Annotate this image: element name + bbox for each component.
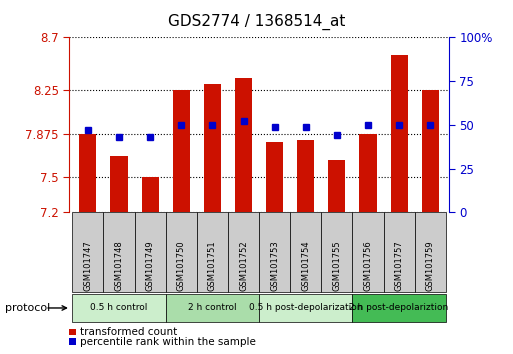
Text: 2 h control: 2 h control bbox=[188, 303, 236, 313]
Text: 0.5 h post-depolarization: 0.5 h post-depolarization bbox=[249, 303, 363, 313]
Text: transformed count: transformed count bbox=[80, 327, 177, 337]
Bar bbox=[266, 142, 283, 212]
Bar bbox=[204, 84, 221, 212]
Bar bbox=[422, 90, 439, 212]
Bar bbox=[297, 140, 314, 212]
Bar bbox=[80, 134, 96, 212]
Text: GSM101752: GSM101752 bbox=[239, 240, 248, 291]
Text: 2 h post-depolariztion: 2 h post-depolariztion bbox=[349, 303, 449, 313]
Text: GSM101751: GSM101751 bbox=[208, 240, 217, 291]
Bar bbox=[360, 134, 377, 212]
Bar bbox=[142, 177, 159, 212]
Text: percentile rank within the sample: percentile rank within the sample bbox=[80, 337, 255, 347]
Bar bbox=[173, 90, 190, 212]
Text: GSM101756: GSM101756 bbox=[364, 240, 372, 291]
Bar bbox=[390, 55, 408, 212]
Text: GSM101747: GSM101747 bbox=[84, 240, 92, 291]
Bar bbox=[328, 160, 345, 212]
Text: 0.5 h control: 0.5 h control bbox=[90, 303, 148, 313]
Text: GSM101748: GSM101748 bbox=[114, 240, 124, 291]
Text: GSM101759: GSM101759 bbox=[426, 240, 435, 291]
Text: GDS2774 / 1368514_at: GDS2774 / 1368514_at bbox=[168, 14, 345, 30]
Bar bbox=[235, 78, 252, 212]
Text: GSM101750: GSM101750 bbox=[177, 240, 186, 291]
Text: GSM101757: GSM101757 bbox=[394, 240, 404, 291]
Text: GSM101753: GSM101753 bbox=[270, 240, 279, 291]
Text: protocol: protocol bbox=[5, 303, 50, 313]
Text: GSM101749: GSM101749 bbox=[146, 240, 154, 291]
Text: GSM101754: GSM101754 bbox=[301, 240, 310, 291]
Text: GSM101755: GSM101755 bbox=[332, 240, 341, 291]
Bar bbox=[110, 156, 128, 212]
